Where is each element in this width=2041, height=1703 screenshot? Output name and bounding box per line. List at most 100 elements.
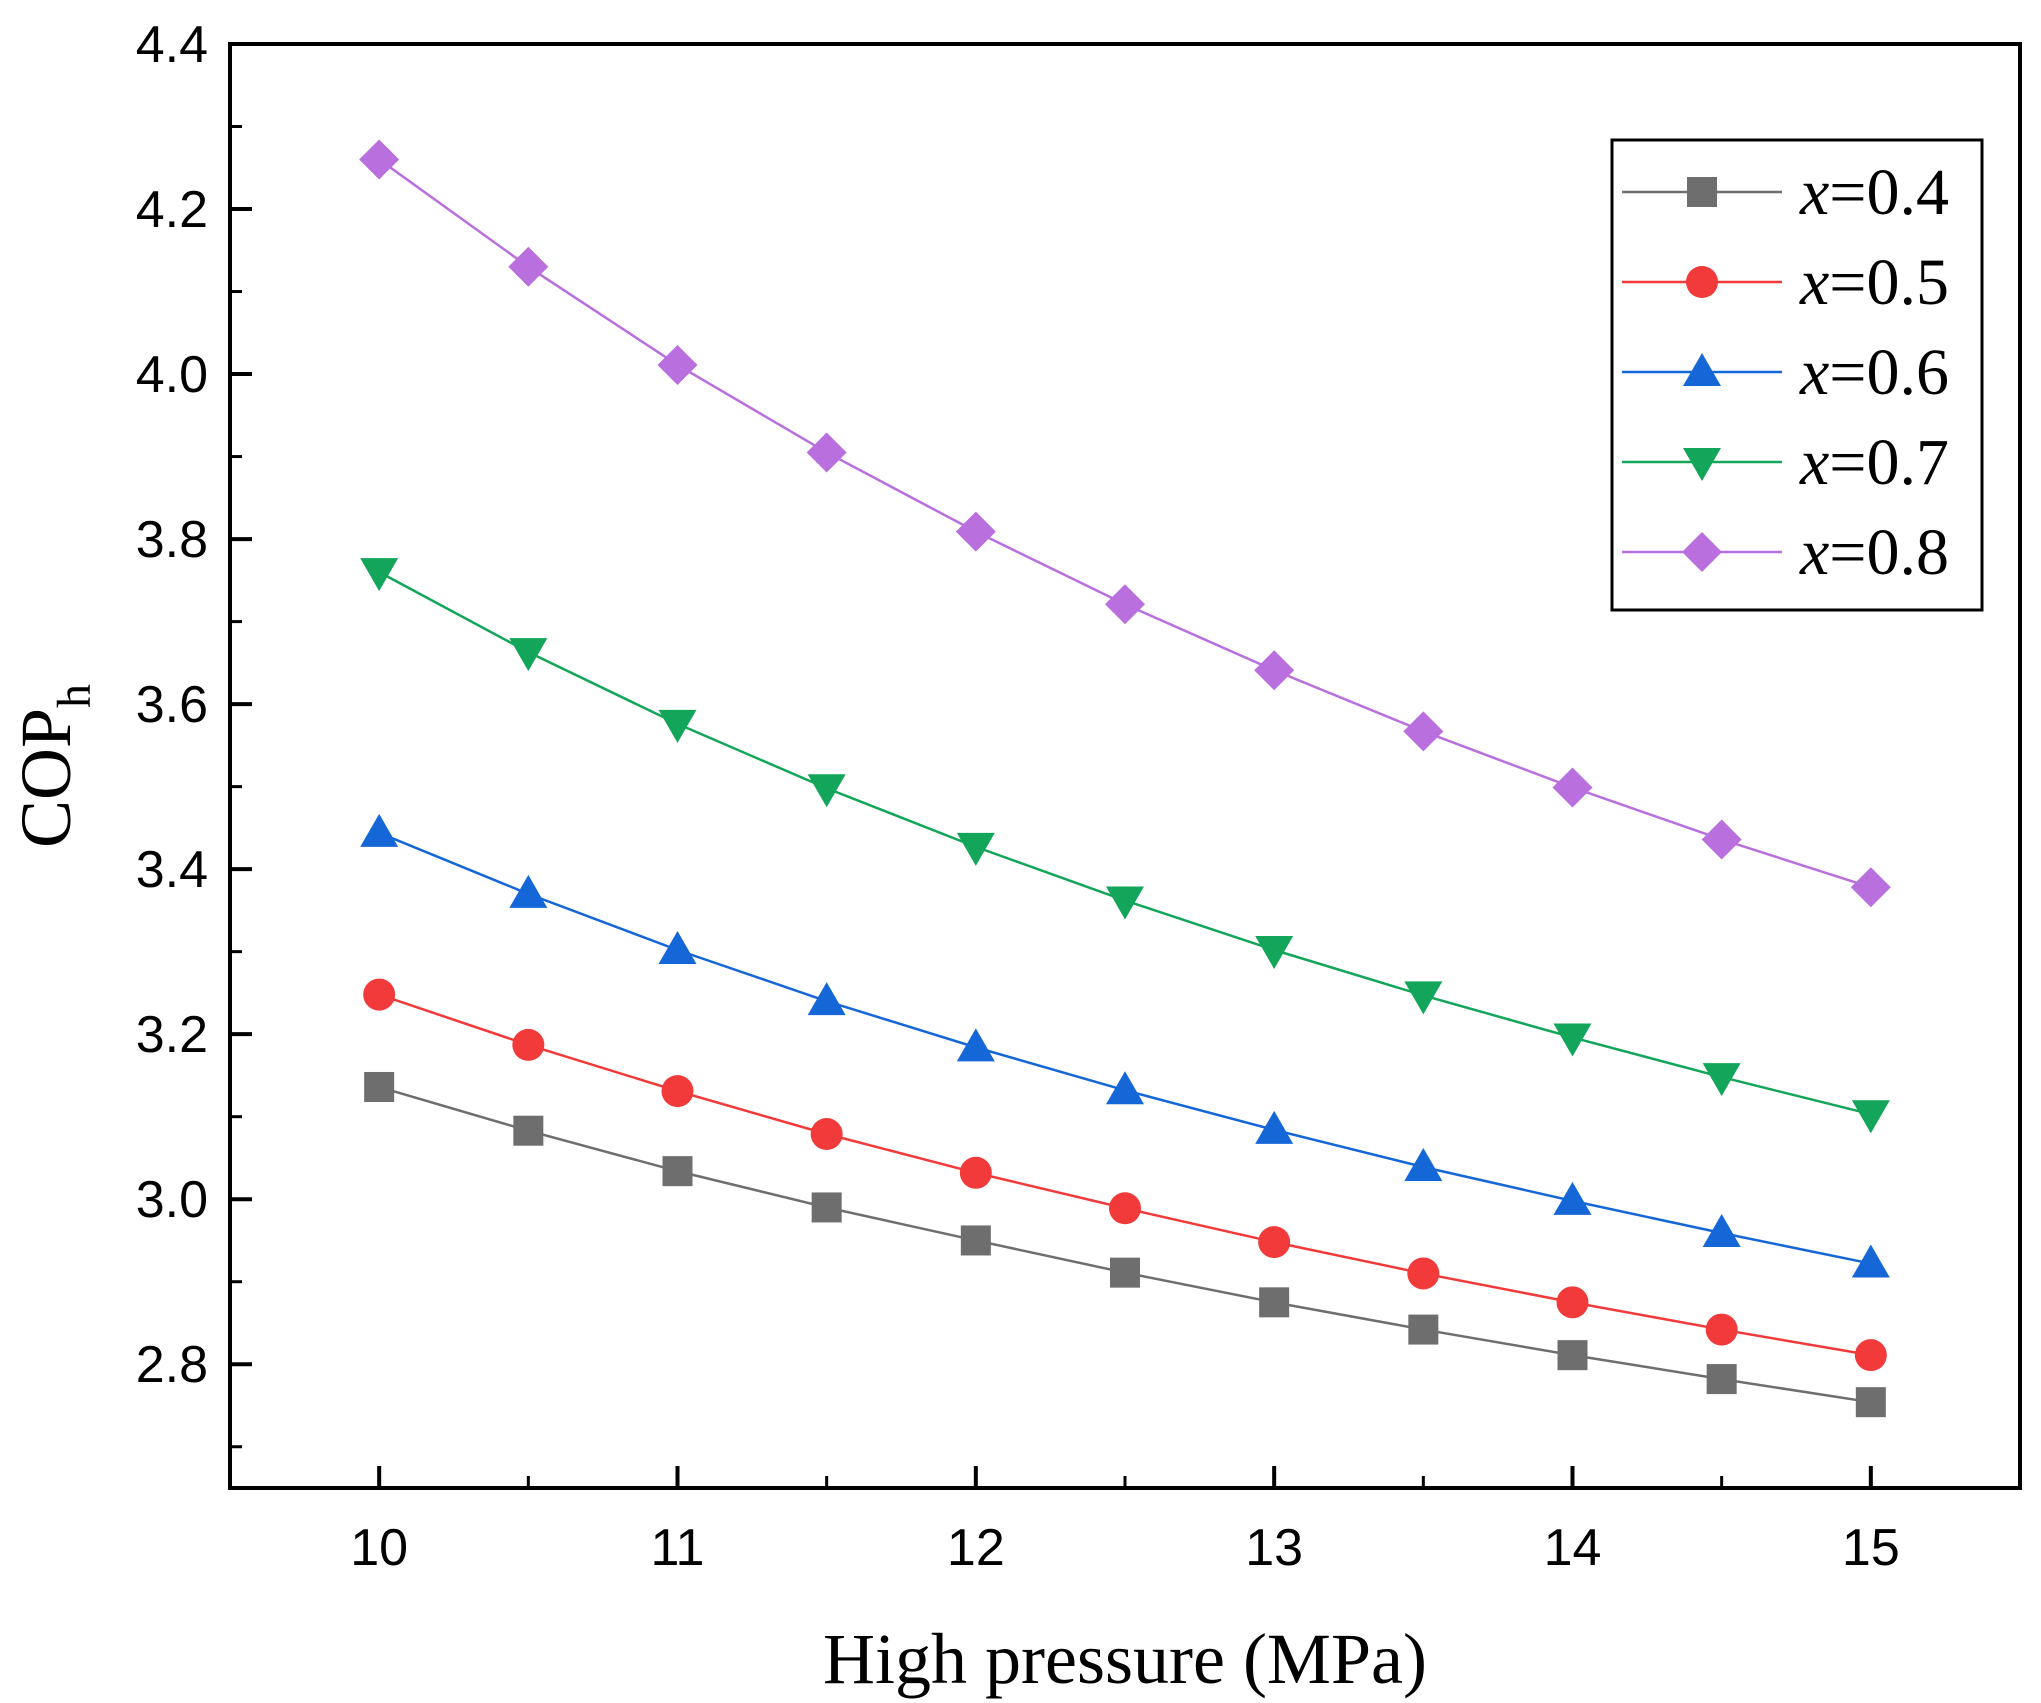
data-point xyxy=(661,1075,694,1108)
data-point xyxy=(1106,886,1144,920)
data-point xyxy=(508,246,549,287)
legend-marker xyxy=(1683,448,1721,481)
data-point xyxy=(1106,1071,1144,1105)
data-point xyxy=(1553,1023,1592,1057)
data-point xyxy=(1255,1110,1294,1144)
legend-label-value: =0.5 xyxy=(1829,246,1949,319)
legend-label-variable: x xyxy=(1799,426,1829,499)
data-point xyxy=(658,709,697,743)
legend-label-value: =0.6 xyxy=(1829,336,1949,409)
x-tick-label: 13 xyxy=(1245,1519,1303,1577)
data-point xyxy=(1552,767,1593,808)
data-point xyxy=(512,1028,545,1061)
x-tick-label: 14 xyxy=(1544,1519,1602,1577)
series-circle xyxy=(363,978,1887,1372)
x-tick-label: 12 xyxy=(947,1519,1005,1577)
y-tick-label: 4.4 xyxy=(136,16,208,74)
legend: x=0.4x=0.5x=0.6x=0.7x=0.8 xyxy=(1610,138,1984,612)
data-point xyxy=(360,558,399,592)
legend-item: x=0.5 xyxy=(1622,246,1949,319)
data-point xyxy=(1851,1100,1890,1134)
data-point xyxy=(1255,936,1294,970)
data-point xyxy=(1254,650,1295,691)
series-layer xyxy=(359,139,1891,1418)
y-tick-label: 3.8 xyxy=(136,511,208,569)
data-point xyxy=(1855,1387,1886,1418)
series-line xyxy=(378,993,1872,1357)
data-point xyxy=(1404,981,1443,1015)
x-tick-label: 10 xyxy=(350,1519,408,1577)
legend-item: x=0.7 xyxy=(1622,426,1949,499)
y-tick-label: 3.6 xyxy=(136,676,208,734)
data-point xyxy=(1259,1287,1290,1318)
legend-marker xyxy=(1687,177,1717,207)
data-point xyxy=(658,931,697,965)
series-diamond xyxy=(359,139,1891,908)
x-tick-label: 15 xyxy=(1842,1519,1900,1577)
legend-item: x=0.4 xyxy=(1622,156,1949,229)
y-tick-label: 4.2 xyxy=(136,181,208,239)
legend-marker xyxy=(1686,266,1718,298)
data-point xyxy=(1408,1314,1439,1345)
y-tick-label: 3.2 xyxy=(136,1006,208,1064)
data-point xyxy=(1404,1148,1443,1182)
data-point xyxy=(513,1115,544,1146)
x-axis: 10 11 12 13 14 15 xyxy=(350,1466,1900,1577)
data-point xyxy=(1557,1340,1588,1371)
series-triangle-up xyxy=(360,813,1890,1278)
legend-label: x=0.6 xyxy=(1799,336,1949,409)
y-axis-title-main: COP xyxy=(6,708,86,848)
data-point xyxy=(960,1225,991,1256)
legend-label-value: =0.7 xyxy=(1829,426,1949,499)
legend-label-variable: x xyxy=(1799,336,1829,409)
data-point xyxy=(807,982,846,1016)
data-point xyxy=(1403,711,1444,752)
legend-label: x=0.4 xyxy=(1799,156,1949,229)
y-tick-label: 4.0 xyxy=(136,346,208,404)
data-point xyxy=(807,774,846,808)
legend-label: x=0.5 xyxy=(1799,246,1949,319)
legend-item: x=0.6 xyxy=(1622,336,1949,409)
data-point xyxy=(363,978,396,1011)
y-axis: 2.8 3.0 3.2 3.4 3.6 3.8 4.0 4.2 4.4 xyxy=(136,16,252,1449)
legend-label-variable: x xyxy=(1799,156,1829,229)
data-point xyxy=(959,1156,992,1189)
legend-label-value: =0.8 xyxy=(1829,516,1949,589)
y-tick-label: 2.8 xyxy=(136,1336,208,1394)
legend-marker xyxy=(1682,532,1722,572)
data-point xyxy=(1553,1181,1592,1215)
data-point xyxy=(1701,819,1742,860)
data-point xyxy=(806,432,847,473)
series-line xyxy=(378,570,1872,1116)
y-tick-label: 3.0 xyxy=(136,1171,208,1229)
data-point xyxy=(956,832,995,866)
data-point xyxy=(1556,1286,1589,1319)
data-point xyxy=(1706,1364,1737,1395)
legend-label-variable: x xyxy=(1799,516,1829,589)
data-point xyxy=(1851,1244,1890,1278)
y-axis-title: COPh xyxy=(6,684,101,848)
legend-marker xyxy=(1683,353,1721,386)
y-tick-label: 3.4 xyxy=(136,841,208,899)
data-point xyxy=(810,1118,843,1151)
series-square xyxy=(364,1071,1886,1418)
legend-frame xyxy=(1610,138,1984,612)
x-tick-label: 11 xyxy=(651,1519,705,1577)
legend-label-variable: x xyxy=(1799,246,1829,319)
data-point xyxy=(1702,1214,1741,1248)
data-point xyxy=(956,1028,995,1062)
data-point xyxy=(1105,584,1145,625)
legend-label: x=0.8 xyxy=(1799,516,1949,589)
series-line xyxy=(378,1085,1872,1404)
data-point xyxy=(1110,1257,1140,1288)
data-point xyxy=(364,1071,395,1102)
data-point xyxy=(359,139,400,180)
x-axis-title: High pressure (MPa) xyxy=(823,1619,1427,1699)
data-point xyxy=(1702,1063,1741,1097)
data-point xyxy=(1850,867,1891,908)
data-point xyxy=(662,1156,693,1187)
data-point xyxy=(360,813,399,847)
data-point xyxy=(509,638,548,672)
data-point xyxy=(1109,1192,1141,1225)
